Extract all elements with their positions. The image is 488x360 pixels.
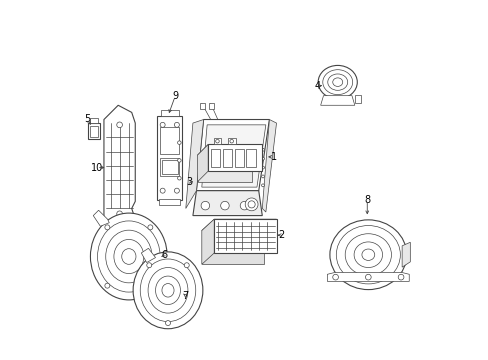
Text: 3: 3 — [186, 177, 192, 187]
Ellipse shape — [327, 74, 347, 90]
Circle shape — [147, 283, 153, 288]
Text: 4: 4 — [314, 81, 320, 91]
Circle shape — [261, 184, 264, 187]
Ellipse shape — [97, 221, 160, 292]
Circle shape — [174, 122, 179, 127]
Bar — [89, 126, 98, 137]
Bar — [213, 138, 221, 144]
Circle shape — [117, 122, 122, 128]
Ellipse shape — [148, 267, 187, 313]
Bar — [88, 123, 100, 139]
Bar — [157, 116, 182, 199]
Ellipse shape — [322, 70, 352, 95]
Polygon shape — [192, 191, 262, 216]
Ellipse shape — [140, 259, 195, 321]
Text: 7: 7 — [183, 291, 188, 301]
Bar — [211, 149, 220, 167]
Text: 5: 5 — [83, 114, 90, 124]
Polygon shape — [197, 155, 251, 182]
Circle shape — [184, 263, 189, 268]
Circle shape — [229, 139, 233, 143]
Ellipse shape — [361, 249, 374, 260]
Bar — [161, 160, 178, 175]
Polygon shape — [327, 273, 408, 282]
Circle shape — [261, 166, 264, 169]
Ellipse shape — [133, 252, 203, 329]
Ellipse shape — [318, 66, 357, 99]
Circle shape — [160, 188, 165, 193]
Circle shape — [174, 188, 179, 193]
Circle shape — [146, 263, 151, 268]
Polygon shape — [93, 210, 109, 226]
Circle shape — [160, 122, 165, 127]
Polygon shape — [202, 230, 264, 264]
Text: 1: 1 — [270, 152, 276, 162]
Bar — [160, 158, 179, 176]
Bar — [234, 149, 244, 167]
Ellipse shape — [162, 284, 174, 297]
Polygon shape — [202, 219, 214, 264]
Circle shape — [247, 201, 255, 208]
Circle shape — [104, 225, 110, 230]
Text: 6: 6 — [161, 250, 167, 260]
Ellipse shape — [336, 226, 400, 284]
Polygon shape — [141, 248, 155, 262]
Circle shape — [215, 139, 219, 143]
Circle shape — [261, 175, 264, 178]
Polygon shape — [202, 219, 276, 230]
Ellipse shape — [155, 276, 180, 305]
Text: 9: 9 — [172, 91, 178, 102]
Bar — [208, 144, 262, 171]
Circle shape — [332, 274, 338, 280]
Text: 8: 8 — [364, 194, 369, 204]
Circle shape — [104, 283, 110, 288]
Ellipse shape — [122, 249, 136, 264]
Text: 10: 10 — [90, 163, 103, 172]
Bar — [208, 103, 213, 109]
Circle shape — [147, 225, 153, 230]
Polygon shape — [197, 144, 208, 182]
Ellipse shape — [105, 230, 152, 283]
Text: 2: 2 — [278, 230, 285, 240]
Bar — [223, 149, 232, 167]
Circle shape — [261, 157, 264, 160]
Bar — [161, 109, 178, 116]
Ellipse shape — [114, 239, 143, 274]
Bar — [200, 103, 204, 109]
Circle shape — [117, 211, 122, 217]
Ellipse shape — [353, 242, 382, 267]
Ellipse shape — [329, 220, 406, 289]
Polygon shape — [196, 120, 269, 191]
Circle shape — [220, 201, 229, 210]
Bar — [246, 149, 255, 167]
Bar — [214, 219, 276, 253]
Circle shape — [177, 141, 181, 144]
Circle shape — [201, 201, 209, 210]
Polygon shape — [202, 125, 265, 187]
Bar — [160, 127, 179, 154]
Polygon shape — [401, 242, 409, 267]
Circle shape — [365, 274, 370, 280]
Circle shape — [240, 201, 248, 210]
Ellipse shape — [345, 234, 391, 276]
Polygon shape — [320, 96, 354, 105]
Polygon shape — [197, 144, 262, 155]
Ellipse shape — [332, 78, 342, 86]
Bar — [354, 95, 361, 103]
Bar — [90, 118, 97, 123]
Ellipse shape — [90, 213, 167, 300]
Circle shape — [177, 159, 181, 162]
Circle shape — [177, 176, 181, 180]
Circle shape — [165, 320, 170, 325]
Bar — [227, 138, 235, 144]
Bar — [159, 198, 180, 205]
Polygon shape — [185, 120, 203, 208]
Circle shape — [261, 148, 264, 151]
Circle shape — [397, 274, 403, 280]
Polygon shape — [104, 105, 139, 230]
Polygon shape — [262, 120, 276, 212]
Circle shape — [244, 198, 258, 211]
